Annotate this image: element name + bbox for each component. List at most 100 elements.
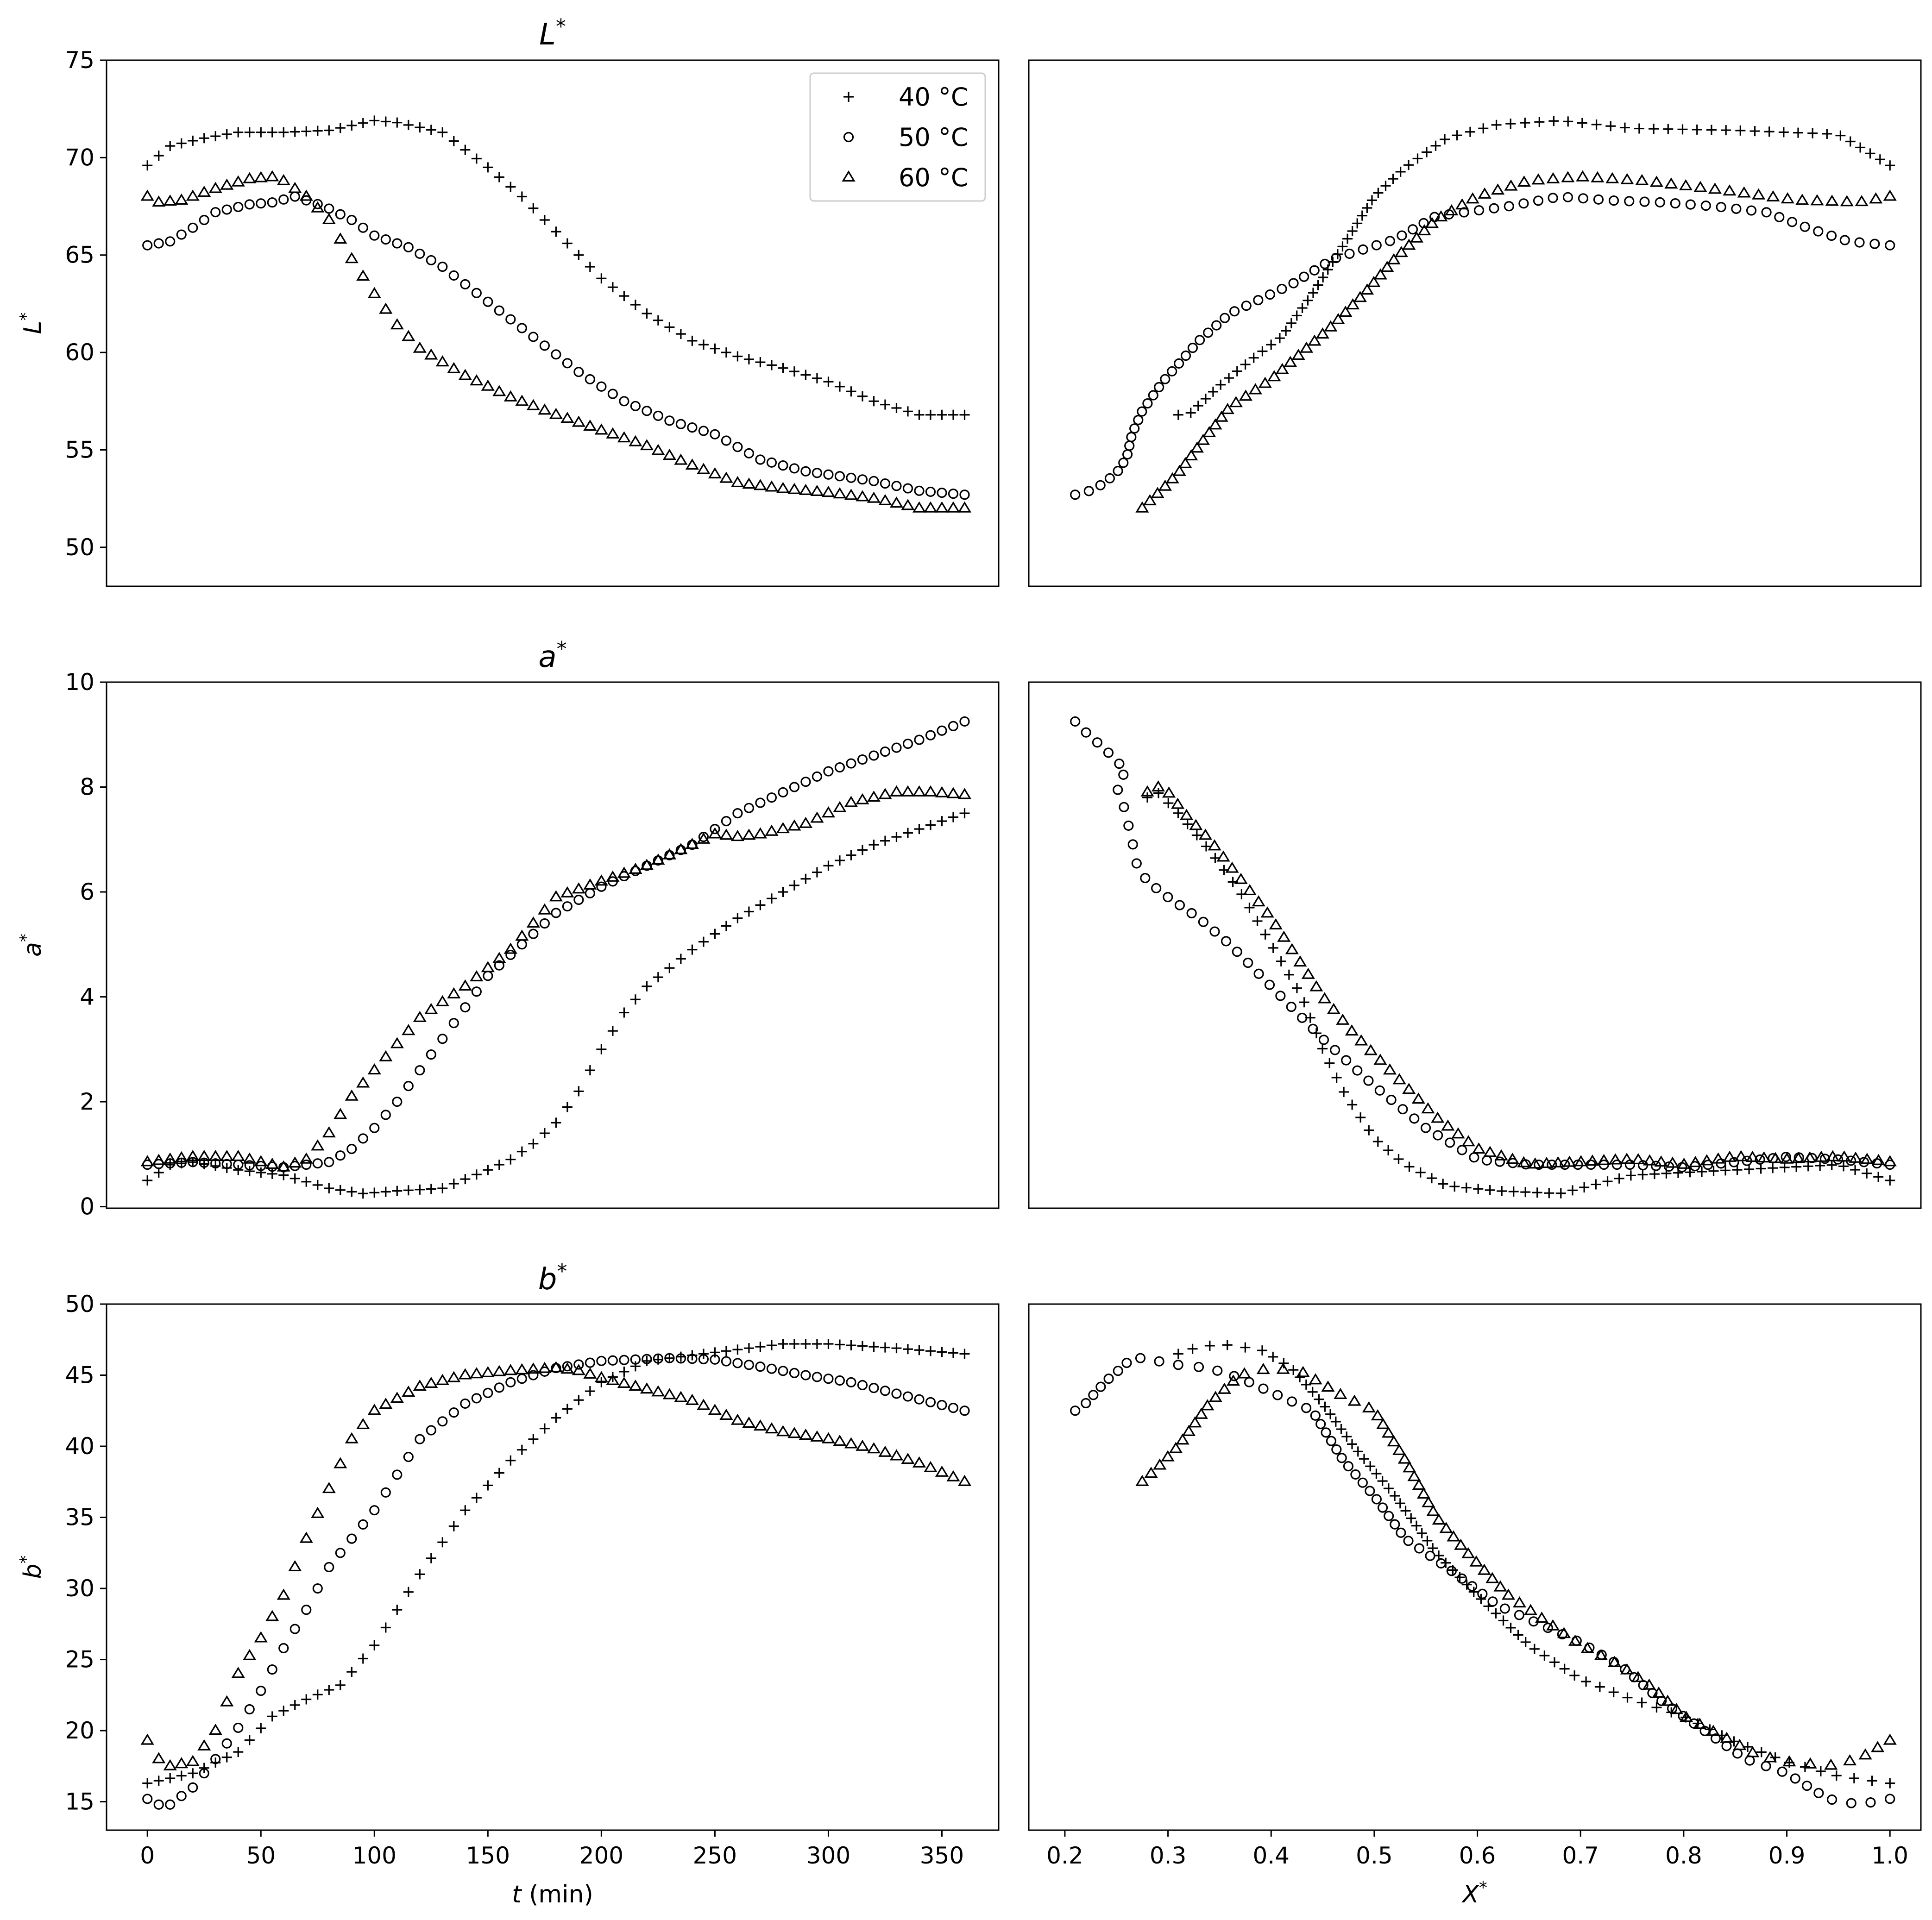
data-point: [1204, 1340, 1215, 1351]
data-point: [415, 248, 425, 259]
x-tick-label: 300: [806, 1842, 850, 1869]
data-point: [1706, 125, 1717, 135]
data-point: [186, 1755, 200, 1766]
data-point: [1364, 1044, 1378, 1055]
data-point: [549, 408, 563, 419]
data-point: [812, 468, 823, 478]
data-point: [1122, 449, 1133, 460]
data-point: [483, 296, 493, 307]
data-point: [199, 133, 209, 144]
data-point: [233, 127, 244, 138]
data-point: [1330, 1416, 1341, 1427]
data-point: [1594, 1682, 1605, 1692]
data-point: [1883, 1733, 1897, 1745]
data-point: [460, 144, 471, 155]
data-points-L-X: [1070, 116, 1897, 513]
data-point: [891, 403, 902, 414]
data-point: [346, 1667, 357, 1677]
data-point: [380, 1622, 391, 1633]
data-point: [1154, 382, 1164, 393]
data-point: [301, 1159, 312, 1170]
data-point: [197, 186, 211, 197]
data-point: [1869, 192, 1883, 204]
data-point: [1274, 333, 1285, 344]
y-tick-label: 6: [80, 878, 94, 905]
data-point: [846, 850, 856, 860]
data-point: [1135, 1353, 1146, 1363]
data-point: [891, 742, 902, 753]
data-point: [607, 1372, 618, 1382]
data-point: [1127, 839, 1138, 850]
data-point: [642, 308, 652, 319]
data-point: [1605, 121, 1616, 132]
data-point: [324, 1183, 334, 1193]
data-point: [685, 1393, 699, 1405]
data-points-a-X: [1070, 716, 1897, 1198]
data-point: [1341, 1055, 1352, 1066]
data-point: [1241, 301, 1252, 311]
data-point: [1412, 1478, 1426, 1490]
data-point: [528, 1434, 539, 1444]
data-point: [1491, 1608, 1501, 1619]
data-point: [585, 1065, 595, 1076]
data-point: [924, 785, 938, 797]
data-point: [685, 458, 699, 470]
data-point: [1814, 1150, 1828, 1162]
data-point: [503, 390, 517, 402]
data-point: [573, 894, 584, 905]
data-point: [1248, 352, 1259, 363]
data-point: [619, 396, 629, 407]
panel-title-b: b*: [538, 1260, 567, 1297]
data-point: [675, 329, 686, 339]
data-point: [1195, 335, 1205, 345]
data-point: [698, 426, 709, 436]
data-point: [1387, 253, 1401, 264]
data-point: [448, 270, 459, 281]
data-point: [1384, 1511, 1394, 1521]
data-point: [1317, 1043, 1328, 1054]
data-point: [1384, 236, 1395, 246]
data-point: [1362, 1401, 1376, 1412]
data-point: [528, 929, 539, 939]
data-point: [1561, 171, 1575, 182]
data-point: [687, 944, 698, 955]
data-point: [1407, 1470, 1421, 1481]
y-tick-label: 50: [65, 1291, 94, 1318]
data-point: [1372, 1136, 1383, 1147]
data-point: [1452, 130, 1462, 141]
data-point: [778, 1338, 788, 1349]
data-point: [1637, 1169, 1648, 1180]
data-point: [1313, 280, 1323, 290]
data-point: [1217, 1382, 1231, 1394]
data-point: [1373, 1054, 1387, 1065]
data-point: [710, 1354, 720, 1365]
data-point: [1396, 1527, 1406, 1538]
data-point: [1188, 1416, 1202, 1428]
data-point: [1631, 1671, 1645, 1682]
data-point: [345, 1089, 359, 1101]
data-point: [176, 1157, 187, 1168]
data-point: [799, 1428, 813, 1440]
data-point: [1432, 1513, 1446, 1525]
data-point: [868, 750, 879, 761]
data-point: [1733, 1738, 1747, 1751]
data-point: [471, 1493, 482, 1503]
data-point: [1395, 1498, 1405, 1509]
data-point: [1318, 992, 1332, 1004]
data-point: [1840, 195, 1854, 207]
data-point: [1849, 1773, 1859, 1784]
data-point: [719, 1408, 733, 1420]
data-point: [1461, 1547, 1475, 1558]
data-point: [1276, 956, 1286, 966]
data-point: [914, 485, 925, 496]
data-point: [188, 1782, 198, 1793]
data-point: [1113, 1366, 1123, 1376]
data-point: [846, 472, 856, 483]
data-point: [868, 476, 879, 486]
data-point: [1201, 841, 1212, 852]
data-point: [562, 1361, 573, 1372]
data-point: [778, 363, 788, 373]
data-point: [1293, 955, 1307, 967]
data-point: [1791, 1152, 1806, 1163]
data-point: [935, 1465, 949, 1477]
